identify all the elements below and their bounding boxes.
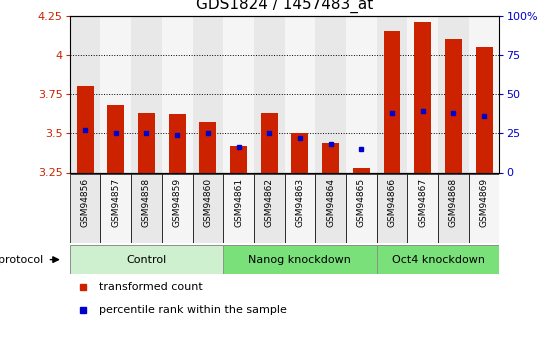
Text: GSM94863: GSM94863 [295, 178, 305, 227]
Bar [162, 16, 193, 172]
Bar [285, 16, 315, 172]
Bar [70, 245, 223, 274]
Text: percentile rank within the sample: percentile rank within the sample [99, 305, 287, 315]
Text: GSM94865: GSM94865 [357, 178, 366, 227]
Bar [223, 174, 254, 243]
Text: GSM94856: GSM94856 [80, 178, 90, 227]
Bar [346, 16, 377, 172]
Text: GSM94860: GSM94860 [203, 178, 213, 227]
Bar [70, 174, 100, 243]
Bar [445, 39, 462, 172]
Bar [377, 174, 407, 243]
Text: Oct4 knockdown: Oct4 knockdown [392, 255, 484, 265]
Text: GSM94867: GSM94867 [418, 178, 427, 227]
Text: GSM94866: GSM94866 [387, 178, 397, 227]
Bar [254, 16, 285, 172]
Bar [475, 47, 493, 172]
Bar [353, 168, 370, 172]
Bar [414, 22, 431, 172]
Text: Control: Control [126, 255, 167, 265]
Bar [346, 174, 377, 243]
Text: GSM94868: GSM94868 [449, 178, 458, 227]
Bar [469, 174, 499, 243]
Bar [261, 113, 278, 172]
Bar [285, 174, 315, 243]
Bar [76, 86, 94, 172]
Bar [100, 174, 131, 243]
Text: GSM94859: GSM94859 [172, 178, 182, 227]
Bar [291, 133, 309, 172]
Bar [322, 143, 339, 172]
Bar [407, 16, 438, 172]
Bar [254, 174, 285, 243]
Bar [315, 174, 346, 243]
Text: Nanog knockdown: Nanog knockdown [248, 255, 352, 265]
Bar [438, 174, 469, 243]
Bar [100, 16, 131, 172]
Bar [199, 122, 217, 172]
Text: GSM94857: GSM94857 [111, 178, 121, 227]
Bar [131, 16, 162, 172]
Text: transformed count: transformed count [99, 282, 203, 292]
Bar [377, 16, 407, 172]
Bar [193, 16, 223, 172]
Bar [131, 174, 162, 243]
Bar [469, 16, 499, 172]
Title: GDS1824 / 1457483_at: GDS1824 / 1457483_at [196, 0, 373, 13]
Bar [407, 174, 438, 243]
Bar [377, 245, 499, 274]
Text: GSM94864: GSM94864 [326, 178, 335, 227]
Text: protocol: protocol [0, 255, 44, 265]
Bar [193, 174, 223, 243]
Bar [230, 146, 247, 172]
Text: GSM94861: GSM94861 [234, 178, 243, 227]
Text: GSM94862: GSM94862 [264, 178, 274, 227]
Bar [107, 105, 124, 172]
Text: GSM94869: GSM94869 [479, 178, 489, 227]
Bar [383, 31, 401, 172]
Bar [138, 113, 155, 172]
Bar [70, 16, 100, 172]
Bar [223, 16, 254, 172]
Bar [162, 174, 193, 243]
Bar [169, 115, 186, 172]
Bar [438, 16, 469, 172]
Text: GSM94858: GSM94858 [142, 178, 151, 227]
Bar [315, 16, 346, 172]
Bar [223, 245, 377, 274]
